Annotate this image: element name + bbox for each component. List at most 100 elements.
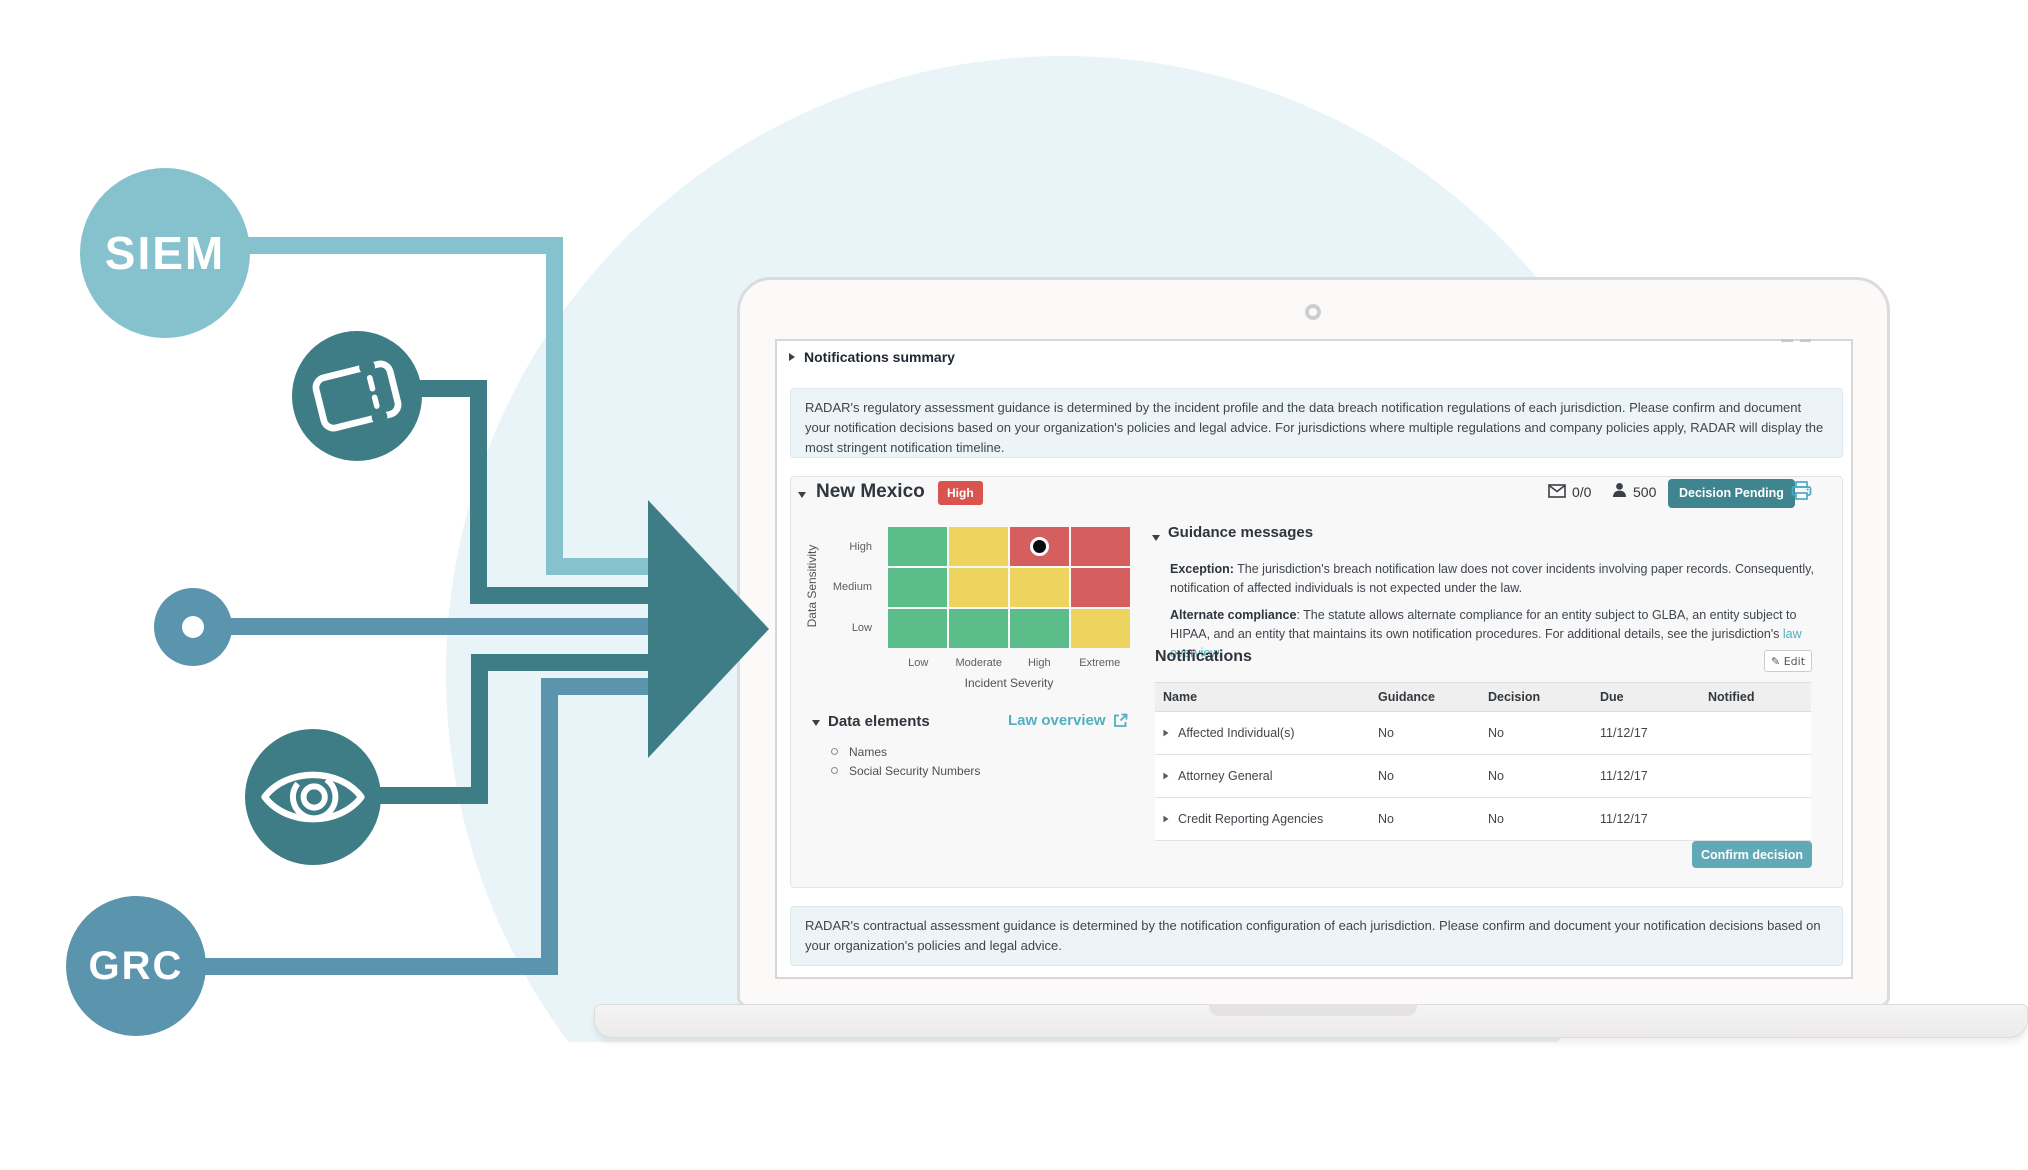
regulatory-guidance-note: RADAR's regulatory assessment guidance i… (790, 388, 1843, 458)
law-overview-link[interactable]: Law overview (1008, 712, 1128, 729)
data-elements-list: Names Social Security Numbers (831, 742, 980, 780)
eye-node (245, 729, 381, 865)
edit-button[interactable]: ✎ Edit (1764, 650, 1812, 672)
grc-label: GRC (88, 943, 184, 988)
grc-connector-h1 (198, 958, 558, 975)
guidance-title: Guidance messages (1168, 524, 1314, 541)
data-elements-expanded-caret-icon[interactable] (812, 720, 820, 726)
eye-icon (261, 771, 365, 823)
cell-decision: No (1488, 812, 1504, 826)
laptop-camera-icon (1305, 304, 1321, 320)
siem-connector-h1 (248, 237, 563, 254)
person-icon (1613, 483, 1626, 497)
guidance-exception-label: Exception: (1170, 562, 1234, 576)
mail-icon (1548, 484, 1566, 498)
guidance-expanded-caret-icon[interactable] (1152, 535, 1160, 541)
matrix-cell-low-low (888, 609, 947, 648)
background-bottom-band (560, 1042, 2028, 1170)
matrix-column-label: Moderate (955, 657, 1002, 669)
notifications-title: Notifications (1155, 648, 1252, 665)
siem-label: SIEM (104, 227, 226, 279)
column-header: Name (1163, 690, 1198, 704)
guidance-exception-message: Exception: The jurisdiction's breach not… (1170, 560, 1818, 598)
matrix-cell-high-extreme (1071, 527, 1130, 566)
guidance-alternate-suffix: . (1218, 646, 1223, 660)
notification-row[interactable]: Affected Individual(s) No No 11/12/17 (1155, 712, 1811, 755)
window-minimize-icon[interactable] (1781, 339, 1793, 342)
incident-marker-icon (1030, 537, 1049, 556)
notifications-table-header: Name Guidance Decision Due Notified (1155, 682, 1811, 712)
matrix-cell-low-extreme (1071, 609, 1130, 648)
column-header: Due (1600, 690, 1624, 704)
arrow-icon (648, 500, 769, 758)
grc-connector-h2 (541, 678, 650, 695)
data-elements-title: Data elements (828, 713, 930, 730)
eye-connector-v (471, 654, 488, 804)
matrix-row-labels: High Medium Low (790, 527, 880, 648)
collapsed-caret-icon (789, 353, 795, 361)
notifications-table: Name Guidance Decision Due Notified Affected… (1155, 682, 1811, 841)
matrix-cell-low-moderate (949, 609, 1008, 648)
matrix-row-label: High (849, 541, 872, 554)
matrix-cell-high-moderate (949, 527, 1008, 566)
matrix-column-label: High (1027, 657, 1051, 669)
guidance-exception-text: The jurisdiction's breach notification l… (1170, 562, 1814, 595)
row-expand-caret-icon[interactable] (1163, 772, 1169, 780)
cell-guidance: No (1378, 812, 1394, 826)
notifications-summary-label: Notifications summary (804, 349, 955, 365)
cell-decision: No (1488, 769, 1504, 783)
cell-due: 11/12/17 (1600, 726, 1648, 740)
matrix-cell-medium-moderate (949, 568, 1008, 607)
dot-connector-h (225, 618, 650, 635)
jurisdiction-name: New Mexico (816, 481, 925, 502)
cell-due: 11/12/17 (1600, 769, 1648, 783)
notification-row[interactable]: Attorney General No No 11/12/17 (1155, 755, 1811, 798)
window-maximize-icon[interactable] (1800, 339, 1811, 342)
matrix-x-axis-label: Incident Severity (964, 676, 1054, 690)
law-overview-link-label: Law overview (1008, 712, 1106, 729)
guidance-alternate-message: Alternate compliance: The statute allows… (1170, 606, 1818, 663)
external-link-icon (1113, 713, 1127, 727)
column-header: Notified (1708, 690, 1755, 704)
matrix-cell-high-high (1010, 527, 1069, 566)
ticket-node (292, 331, 422, 461)
row-expand-caret-icon[interactable] (1163, 729, 1169, 737)
notifications-summary-expander[interactable]: Notifications summary (777, 341, 1851, 373)
decision-pending-button[interactable]: Decision Pending (1668, 479, 1795, 508)
printer-icon[interactable] (1791, 481, 1812, 500)
notification-row[interactable]: Credit Reporting Agencies No No 11/12/17 (1155, 798, 1811, 841)
matrix-column-label: Extreme (1079, 657, 1121, 669)
siem-node: SIEM (80, 168, 250, 338)
bullet-icon (831, 767, 838, 774)
guidance-alternate-label: Alternate compliance (1170, 608, 1297, 622)
risk-badge: High (938, 481, 983, 505)
eye-connector-h2 (471, 654, 650, 671)
siem-connector-v (546, 237, 563, 575)
data-element-item: Social Security Numbers (831, 761, 980, 780)
confirm-decision-button[interactable]: Confirm decision (1692, 841, 1812, 868)
cell-guidance: No (1378, 769, 1394, 783)
eye-connector-h1 (372, 787, 488, 804)
column-header: Decision (1488, 690, 1541, 704)
messages-count: 0/0 (1572, 484, 1592, 500)
grc-node: GRC (66, 896, 206, 1036)
jurisdiction-expanded-caret-icon[interactable] (798, 492, 806, 498)
column-header: Guidance (1378, 690, 1435, 704)
data-element-item: Names (831, 742, 980, 761)
law-overview-inline-link[interactable]: law overview (1170, 627, 1802, 660)
cell-guidance: No (1378, 726, 1394, 740)
ticket-icon (312, 359, 402, 432)
cell-due: 11/12/17 (1600, 812, 1648, 826)
dot-node (154, 588, 232, 666)
risk-matrix (888, 527, 1130, 648)
affected-count: 500 (1633, 484, 1657, 500)
ticket-connector-v (470, 380, 487, 604)
row-expand-caret-icon[interactable] (1163, 815, 1169, 823)
bullet-icon (831, 748, 838, 755)
matrix-row-label: Medium (832, 581, 872, 594)
ticket-connector-h1 (415, 380, 487, 397)
matrix-column-labels: Low Moderate High Extreme (888, 657, 1130, 669)
laptop-base-notch (1209, 1004, 1417, 1016)
ticket-connector-h2 (470, 587, 650, 604)
